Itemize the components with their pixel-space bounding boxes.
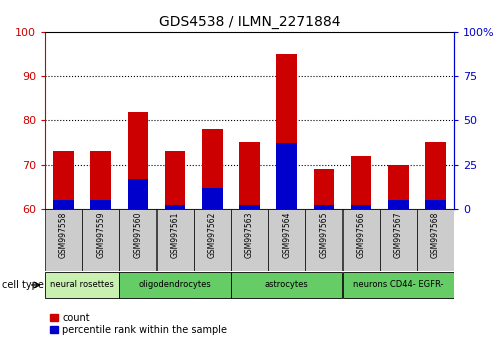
Bar: [417, 209, 454, 271]
Bar: [165, 205, 185, 209]
Bar: [276, 143, 297, 209]
Bar: [82, 209, 119, 271]
Bar: [202, 188, 223, 209]
Text: cell type: cell type: [2, 280, 44, 290]
Text: oligodendrocytes: oligodendrocytes: [139, 280, 212, 290]
Bar: [231, 272, 342, 298]
Bar: [276, 54, 297, 209]
Bar: [45, 209, 82, 271]
Bar: [90, 200, 111, 209]
Text: GSM997564: GSM997564: [282, 212, 291, 258]
Bar: [343, 272, 454, 298]
Title: GDS4538 / ILMN_2271884: GDS4538 / ILMN_2271884: [159, 16, 340, 29]
Text: GSM997561: GSM997561: [171, 212, 180, 258]
Legend: count, percentile rank within the sample: count, percentile rank within the sample: [50, 313, 228, 335]
Bar: [90, 152, 111, 209]
Bar: [425, 143, 446, 209]
Bar: [128, 179, 148, 209]
Text: GSM997563: GSM997563: [245, 212, 254, 258]
Bar: [388, 165, 409, 209]
Bar: [314, 169, 334, 209]
Bar: [239, 205, 259, 209]
Text: GSM997562: GSM997562: [208, 212, 217, 258]
Text: GSM997568: GSM997568: [431, 212, 440, 258]
Bar: [45, 272, 119, 298]
Bar: [388, 200, 409, 209]
Bar: [165, 152, 185, 209]
Bar: [119, 209, 156, 271]
Bar: [351, 205, 371, 209]
Bar: [380, 209, 417, 271]
Bar: [351, 156, 371, 209]
Bar: [128, 112, 148, 209]
Text: GSM997560: GSM997560: [133, 212, 142, 258]
Bar: [268, 209, 305, 271]
Text: neural rosettes: neural rosettes: [50, 280, 114, 290]
Bar: [231, 209, 268, 271]
Text: GSM997558: GSM997558: [59, 212, 68, 258]
Text: GSM997559: GSM997559: [96, 212, 105, 258]
Text: GSM997567: GSM997567: [394, 212, 403, 258]
Bar: [53, 200, 74, 209]
Text: neurons CD44- EGFR-: neurons CD44- EGFR-: [353, 280, 444, 290]
Bar: [53, 152, 74, 209]
Text: GSM997566: GSM997566: [357, 212, 366, 258]
Bar: [425, 200, 446, 209]
Bar: [305, 209, 342, 271]
Bar: [194, 209, 231, 271]
Bar: [119, 272, 231, 298]
Bar: [202, 129, 223, 209]
Bar: [314, 205, 334, 209]
Text: astrocytes: astrocytes: [265, 280, 308, 290]
Text: GSM997565: GSM997565: [319, 212, 328, 258]
Bar: [239, 143, 259, 209]
Bar: [343, 209, 380, 271]
Bar: [157, 209, 194, 271]
